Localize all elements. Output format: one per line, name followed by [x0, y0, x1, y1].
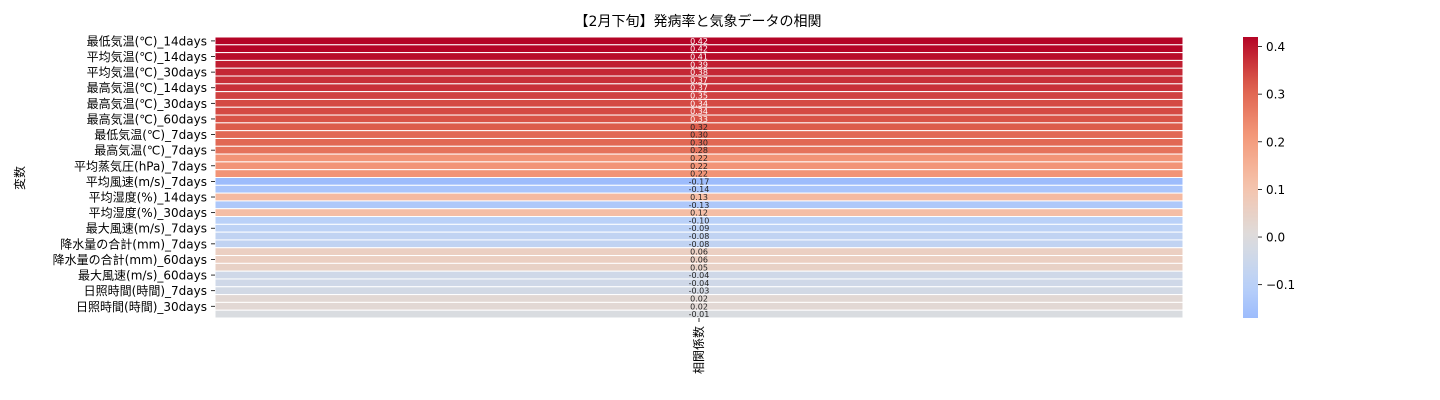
cell-value-label: 0.02: [690, 294, 708, 303]
y-tick-label: 最大風速(m/s)_60days: [78, 269, 207, 283]
cell-value-label: 0.13: [690, 193, 708, 202]
colorbar-gradient: [1243, 37, 1258, 318]
cell-value-label: 0.38: [690, 68, 708, 77]
colorbar-tick-label: 0.3: [1266, 88, 1285, 102]
cell-value-label: -0.04: [689, 279, 710, 288]
cell-value-label: 0.30: [690, 138, 708, 147]
x-tick-label: 相関係数: [691, 326, 706, 374]
cell-value-label: 0.35: [690, 92, 708, 101]
y-tick-label: 最大風速(m/s)_7days: [86, 222, 207, 236]
y-tick-label: 最低気温(℃)_7days: [94, 127, 207, 142]
cell-value-label: 0.42: [690, 45, 708, 54]
cell-value-label: 0.12: [690, 209, 708, 218]
cell-value-label: 0.33: [690, 115, 708, 124]
cell-value-label: 0.22: [690, 162, 708, 171]
cell-value-label: 0.22: [690, 154, 708, 163]
x-tick-labels: 相関係数: [691, 318, 706, 374]
cell-value-label: -0.13: [689, 201, 710, 210]
y-tick-label: 平均蒸気圧(hPa)_7days: [74, 158, 207, 173]
cell-value-label: -0.04: [689, 271, 710, 280]
cell-value-label: 0.41: [690, 53, 708, 62]
cell-value-label: -0.10: [689, 216, 710, 225]
cell-value-label: -0.08: [689, 240, 710, 249]
cell-value-label: -0.01: [689, 310, 710, 319]
y-tick-label: 平均湿度(%)_14days: [89, 190, 207, 205]
cell-value-label: 0.34: [690, 99, 708, 108]
colorbar-tick-label: 0.4: [1266, 40, 1285, 54]
y-tick-label: 平均気温(℃)_30days: [87, 65, 207, 80]
cell-value-label: 0.37: [690, 84, 708, 93]
cell-value-label: 0.05: [690, 263, 708, 272]
cell-value-label: 0.22: [690, 170, 708, 179]
y-tick-label: 最高気温(℃)_60days: [87, 111, 207, 126]
y-tick-label: 降水量の合計(mm)_60days: [53, 252, 207, 267]
cell-value-label: -0.09: [689, 224, 710, 233]
y-tick-label: 最高気温(℃)_30days: [87, 96, 207, 111]
cell-value-label: 0.37: [690, 76, 708, 85]
cell-value-label: 0.28: [690, 146, 708, 155]
cell-value-label: -0.03: [689, 287, 710, 296]
y-tick-label: 平均風速(m/s)_7days: [86, 175, 207, 189]
y-tick-label: 最高気温(℃)_7days: [94, 143, 207, 158]
y-tick-label: 平均湿度(%)_30days: [89, 205, 207, 220]
cell-value-label: -0.08: [689, 232, 710, 241]
colorbar: −0.1 0.0 0.1 0.2 0.3 0.4: [1243, 37, 1295, 318]
cell-value-label: 0.32: [690, 123, 708, 132]
cell-value-label: 0.34: [690, 107, 708, 116]
y-tick-label: 最高気温(℃)_14days: [87, 80, 207, 95]
colorbar-tick-label: −0.1: [1266, 278, 1295, 292]
cell-value-label: 0.42: [690, 37, 708, 46]
colorbar-tick-label: 0.2: [1266, 135, 1285, 149]
cell-value-label: -0.17: [689, 177, 710, 186]
colorbar-tick-label: 0.1: [1266, 183, 1285, 197]
colorbar-tick-label: 0.0: [1266, 231, 1285, 245]
y-tick-label: 日照時間(時間)_30days: [76, 300, 207, 314]
cell-value-label: 0.06: [690, 248, 708, 257]
y-tick-labels: 最低気温(℃)_14days平均気温(℃)_14days平均気温(℃)_30da…: [53, 33, 215, 314]
y-tick-label: 平均気温(℃)_14days: [87, 49, 207, 64]
cell-value-label: -0.14: [689, 185, 710, 194]
y-tick-label: 最低気温(℃)_14days: [87, 33, 207, 48]
y-axis-label: 変数: [12, 166, 27, 190]
heatmap-cells: 0.420.420.410.390.380.370.370.350.340.34…: [214, 36, 1184, 319]
y-tick-label: 日照時間(時間)_7days: [84, 284, 207, 298]
cell-value-label: 0.39: [690, 60, 708, 69]
y-tick-label: 降水量の合計(mm)_7days: [60, 236, 207, 251]
cell-value-label: 0.30: [690, 131, 708, 140]
cell-value-label: 0.06: [690, 255, 708, 264]
chart-title: 【2月下旬】発病率と気象データの相関: [575, 13, 822, 30]
cell-value-label: 0.02: [690, 302, 708, 311]
